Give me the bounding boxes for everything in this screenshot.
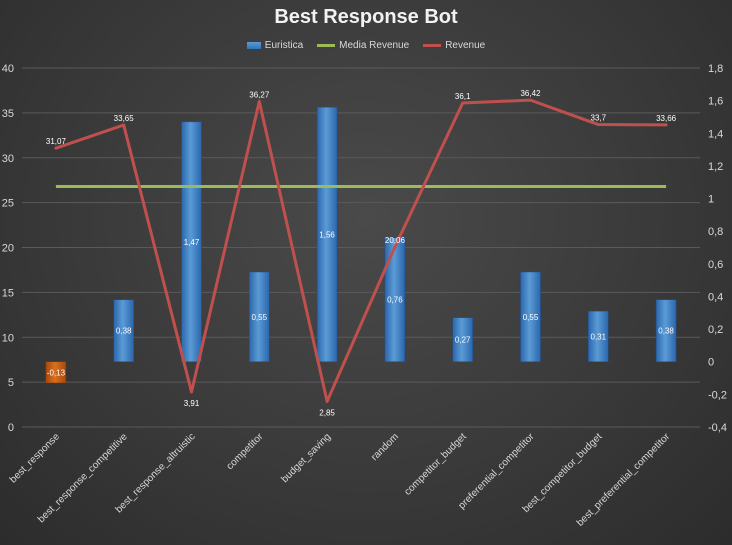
revenue-data-label: 31,07 — [46, 137, 67, 146]
bar-euristica — [520, 271, 541, 362]
legend-label-media-revenue: Media Revenue — [339, 40, 410, 51]
legend: Euristica Media Revenue Revenue — [0, 40, 732, 51]
revenue-data-label: 36,42 — [520, 89, 541, 98]
bar-euristica — [113, 299, 134, 362]
x-tick-label: budget_saving — [279, 431, 333, 485]
x-tick-label: competitor — [225, 431, 266, 472]
point-revenue — [596, 123, 600, 127]
legend-label-revenue: Revenue — [445, 40, 486, 51]
y-tick-label-primary: 15 — [2, 287, 14, 299]
y-tick-label-secondary: 0,6 — [708, 259, 723, 271]
bar-euristica — [384, 237, 406, 362]
legend-item-euristica: Euristica — [246, 40, 304, 51]
bar-data-label: 0,27 — [455, 336, 471, 345]
y-tick-label-secondary: 1,4 — [708, 128, 723, 140]
revenue-data-label: 20,06 — [385, 236, 406, 245]
revenue-data-label: 33,65 — [114, 114, 135, 123]
y-tick-label-secondary: 1,8 — [708, 63, 723, 75]
bar-data-label: 0,55 — [523, 313, 539, 322]
point-revenue — [190, 390, 193, 394]
y-tick-label-secondary: 1,2 — [708, 161, 723, 173]
bar-euristica — [181, 121, 202, 362]
bar-euristica — [316, 106, 338, 362]
revenue-data-label: 33,66 — [656, 114, 677, 123]
y-tick-label-secondary: 1 — [708, 194, 714, 206]
point-revenue — [461, 101, 465, 105]
x-tick-label: best_response_altruistic — [114, 431, 198, 515]
point-revenue — [529, 98, 532, 102]
bar-euristica — [452, 317, 473, 362]
y-tick-label-primary: 10 — [2, 332, 14, 344]
y-tick-label-primary: 20 — [2, 243, 14, 255]
bar-data-label: 0,55 — [252, 313, 268, 322]
point-revenue — [664, 123, 668, 127]
bar-euristica — [588, 310, 609, 362]
y-tick-label-primary: 35 — [2, 108, 14, 120]
chart-title: Best Response Bot — [274, 6, 458, 28]
x-tick-label: competitor_budget — [402, 431, 469, 498]
point-revenue — [393, 245, 397, 249]
bar-euristica — [655, 299, 677, 362]
y-tick-label-primary: 30 — [2, 153, 14, 165]
y-tick-label-secondary: 1,6 — [708, 96, 723, 108]
y-tick-label-secondary: -0,2 — [708, 389, 727, 401]
point-revenue — [122, 123, 126, 127]
y-tick-label-primary: 0 — [8, 422, 14, 434]
bar-data-label: 0,38 — [116, 327, 132, 336]
y-tick-label-primary: 25 — [2, 198, 14, 210]
y-tick-label-secondary: 0,8 — [708, 226, 723, 238]
bar-data-label: 1,47 — [184, 238, 200, 247]
legend-label-euristica: Euristica — [264, 40, 304, 51]
legend-swatch-revenue — [423, 44, 442, 47]
bar-data-label: 0,31 — [591, 332, 607, 341]
revenue-data-label: 36,1 — [455, 92, 471, 101]
bar-data-label: -0,13 — [47, 368, 66, 377]
y-tick-label-secondary: 0,2 — [708, 324, 723, 336]
bar-data-label: 1,56 — [319, 230, 335, 239]
y-tick-label-secondary: -0,4 — [708, 422, 727, 434]
bar-euristica — [45, 361, 67, 384]
bar-euristica — [249, 271, 270, 362]
y-tick-label-secondary: 0 — [708, 357, 714, 369]
legend-swatch-euristica — [246, 42, 261, 49]
x-tick-label: random — [369, 431, 401, 463]
revenue-data-label: 3,91 — [184, 399, 200, 408]
bar-data-label: 0,76 — [387, 296, 403, 305]
bar-data-label: 0,38 — [658, 327, 674, 336]
point-revenue — [325, 399, 329, 403]
x-tick-label: preferential_competitor — [457, 431, 538, 512]
y-tick-label-secondary: 0,4 — [708, 291, 723, 303]
point-revenue — [54, 146, 58, 150]
revenue-data-label: 33,7 — [591, 114, 607, 123]
legend-item-revenue: Revenue — [423, 40, 485, 51]
y-tick-label-primary: 5 — [8, 377, 14, 389]
revenue-data-label: 36,27 — [249, 90, 270, 99]
line-revenue — [55, 98, 667, 403]
y-tick-label-primary: 40 — [2, 63, 14, 75]
point-revenue — [257, 99, 261, 103]
legend-swatch-media-revenue — [317, 44, 336, 47]
revenue-data-label: 2,85 — [319, 408, 335, 417]
x-tick-label: best_response — [8, 431, 62, 485]
legend-item-media-revenue: Media Revenue — [317, 40, 409, 51]
